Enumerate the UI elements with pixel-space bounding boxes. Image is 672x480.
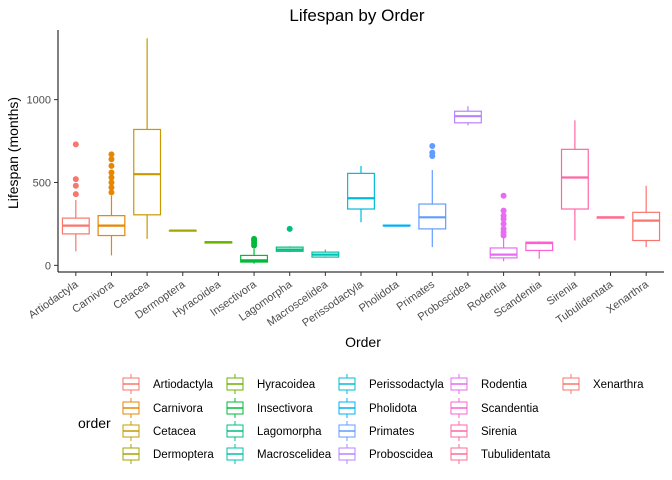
box-pholidota bbox=[382, 224, 411, 227]
legend-item-hyracoidea: Hyracoidea bbox=[226, 374, 316, 394]
legend-label: Xenarthra bbox=[593, 379, 644, 391]
outlier-point bbox=[108, 184, 115, 191]
outlier-point bbox=[500, 225, 507, 232]
outlier-point bbox=[500, 220, 507, 227]
legend-item-cetacea: Cetacea bbox=[122, 421, 196, 441]
x-tick-label: Pholidota bbox=[357, 278, 402, 315]
outlier-point bbox=[500, 192, 507, 199]
outlier-point bbox=[72, 176, 79, 183]
box-perissodactyla bbox=[347, 165, 375, 223]
outlier-point bbox=[108, 169, 115, 176]
legend-label: Primates bbox=[369, 426, 415, 438]
outlier-point bbox=[500, 212, 507, 219]
legend: order Artiodactyla Carnivora Cetacea Dermop… bbox=[78, 374, 644, 464]
legend-label: Insectivora bbox=[257, 403, 313, 415]
box-tubulidentata bbox=[596, 216, 625, 219]
legend-item-lagomorpha: Lagomorpha bbox=[226, 421, 322, 441]
box-macroscelidea bbox=[311, 249, 340, 258]
outlier-point bbox=[72, 191, 79, 198]
legend-item-primates: Primates bbox=[338, 421, 415, 441]
legend-item-xenarthra: Xenarthra bbox=[562, 374, 644, 394]
outlier-point bbox=[429, 143, 436, 150]
outlier-point bbox=[286, 225, 293, 232]
outlier-point bbox=[108, 179, 115, 186]
box-proboscidea bbox=[453, 106, 482, 126]
box-artiodactyla bbox=[61, 141, 90, 252]
legend-label: Tubulidentata bbox=[481, 449, 551, 461]
legend-label: Macroscelidea bbox=[257, 449, 332, 461]
x-tick-label: Artiodactyla bbox=[27, 278, 82, 321]
y-tick-label: 1000 bbox=[27, 95, 51, 107]
box-iqr bbox=[560, 148, 589, 210]
box-iqr bbox=[347, 172, 375, 210]
legend-item-carnivora: Carnivora bbox=[122, 398, 203, 418]
x-tick-label: Perissodactyla bbox=[300, 278, 366, 329]
plot-area bbox=[61, 38, 661, 264]
legend-item-insectivora: Insectivora bbox=[226, 398, 313, 418]
outlier-point bbox=[108, 156, 115, 163]
outlier-point bbox=[500, 207, 507, 214]
legend-item-artiodactyla: Artiodactyla bbox=[122, 374, 214, 394]
box-iqr bbox=[489, 247, 518, 259]
x-axis-title: Order bbox=[345, 334, 381, 350]
outlier-point bbox=[108, 151, 115, 158]
box-sirenia bbox=[560, 120, 589, 241]
legend-item-proboscidea: Proboscidea bbox=[338, 444, 434, 464]
legend-label: Lagomorpha bbox=[257, 426, 322, 438]
y-tick-label: 0 bbox=[45, 260, 51, 272]
outlier-point bbox=[429, 149, 436, 156]
outlier-point bbox=[108, 174, 115, 181]
box-carnivora bbox=[97, 151, 126, 256]
box-scandentia bbox=[525, 241, 554, 259]
x-tick-label: Macroscelidea bbox=[265, 278, 331, 329]
y-axis-title: Lifespan (months) bbox=[5, 97, 21, 209]
legend-title: order bbox=[78, 415, 111, 431]
legend-label: Carnivora bbox=[153, 403, 203, 415]
legend-item-rodentia: Rodentia bbox=[450, 374, 528, 394]
legend-item-scandentia: Scandentia bbox=[450, 398, 539, 418]
outlier-point bbox=[108, 189, 115, 196]
box-insectivora bbox=[240, 235, 269, 264]
legend-label: Pholidota bbox=[369, 403, 418, 415]
box-cetacea bbox=[133, 38, 162, 239]
y-axis-ticks: 0 500 1000 bbox=[27, 95, 58, 272]
box-iqr bbox=[632, 211, 661, 242]
legend-label: Proboscidea bbox=[369, 449, 434, 461]
box-xenarthra bbox=[632, 185, 661, 248]
box-iqr bbox=[133, 128, 162, 216]
legend-item-sirenia: Sirenia bbox=[450, 421, 517, 441]
outlier-point bbox=[108, 162, 115, 169]
box-primates bbox=[418, 143, 447, 248]
x-axis-ticks: ArtiodactylaCarnivoraCetaceaDermopteraHy… bbox=[27, 272, 652, 329]
box-dermoptera bbox=[168, 229, 197, 232]
y-tick-label: 500 bbox=[33, 177, 51, 189]
legend-label: Perissodactyla bbox=[369, 379, 444, 391]
legend-label: Scandentia bbox=[481, 403, 539, 415]
legend-item-macroscelidea: Macroscelidea bbox=[226, 444, 332, 464]
legend-item-dermoptera: Dermoptera bbox=[122, 444, 214, 464]
legend-label: Cetacea bbox=[153, 426, 196, 438]
outlier-point bbox=[72, 182, 79, 189]
legend-item-pholidota: Pholidota bbox=[338, 398, 418, 418]
chart-title: Lifespan by Order bbox=[289, 6, 424, 25]
box-hyracoidea bbox=[204, 241, 233, 244]
legend-item-perissodactyla: Perissodactyla bbox=[338, 374, 444, 394]
box-iqr bbox=[240, 254, 269, 263]
outlier-point bbox=[72, 141, 79, 148]
legend-label: Dermoptera bbox=[153, 449, 214, 461]
box-lagomorpha bbox=[275, 225, 304, 253]
legend-label: Rodentia bbox=[481, 379, 528, 391]
outlier-point bbox=[251, 235, 258, 242]
legend-label: Hyracoidea bbox=[257, 379, 316, 391]
legend-item-tubulidentata: Tubulidentata bbox=[450, 444, 551, 464]
legend-label: Sirenia bbox=[481, 426, 517, 438]
legend-label: Artiodactyla bbox=[153, 379, 214, 391]
box-rodentia bbox=[489, 192, 518, 262]
